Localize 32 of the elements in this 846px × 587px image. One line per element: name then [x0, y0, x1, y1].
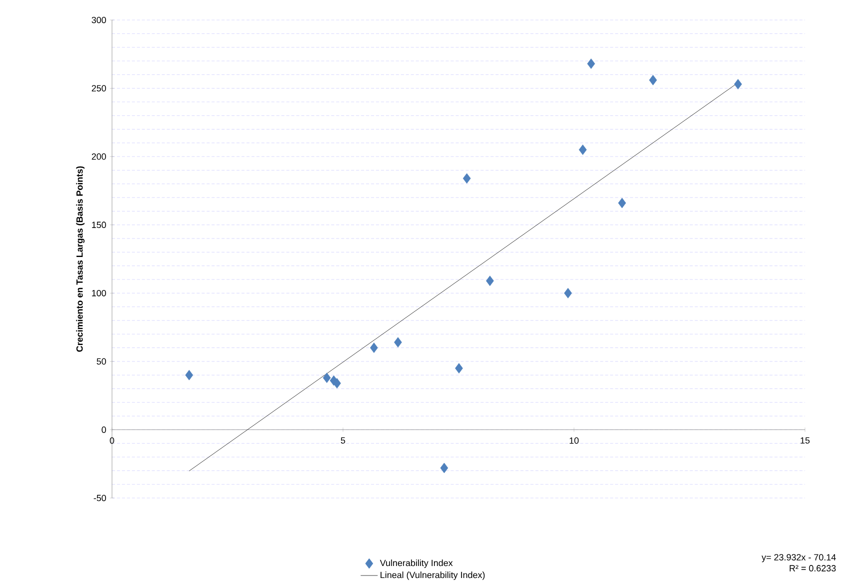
point — [649, 74, 657, 86]
x-tick-label: 0 — [110, 437, 114, 444]
point — [578, 144, 587, 155]
point — [370, 342, 378, 353]
point — [734, 79, 742, 90]
point — [618, 198, 626, 208]
point — [564, 288, 572, 298]
point — [462, 173, 471, 184]
x-tick-label: 15 — [800, 437, 810, 444]
y-axis-title: Crecimiento en Tasas Largas (Basis Points) — [76, 166, 85, 352]
x-tick-label: 10 — [570, 437, 579, 444]
point — [322, 372, 331, 383]
point — [333, 378, 341, 388]
y-tick-label: 300 — [92, 16, 106, 24]
y-tick-label: 100 — [92, 290, 106, 296]
y-tick-label: -50 — [94, 494, 106, 502]
y-tick-label: 50 — [96, 358, 106, 365]
point — [394, 337, 402, 348]
legend-label: Vulnerability Index — [380, 560, 453, 568]
point — [455, 363, 463, 374]
point — [486, 276, 494, 286]
point — [185, 370, 194, 380]
text: R² = 0.6233 — [790, 565, 836, 572]
text: y= 23.932x - 70.14 — [762, 554, 836, 562]
y-tick-label: 150 — [92, 222, 106, 228]
y-tick-label: 200 — [92, 153, 106, 160]
y-tick-label: 250 — [92, 85, 106, 92]
legend-label: Lineal (Vulnerability Index) — [380, 572, 485, 580]
point — [587, 58, 596, 69]
y-tick-label: 0 — [102, 426, 106, 433]
point — [440, 462, 448, 474]
x-tick-label: 5 — [340, 437, 346, 444]
